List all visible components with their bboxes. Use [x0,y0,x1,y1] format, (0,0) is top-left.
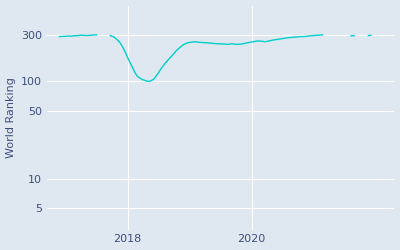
Y-axis label: World Ranking: World Ranking [6,77,16,158]
